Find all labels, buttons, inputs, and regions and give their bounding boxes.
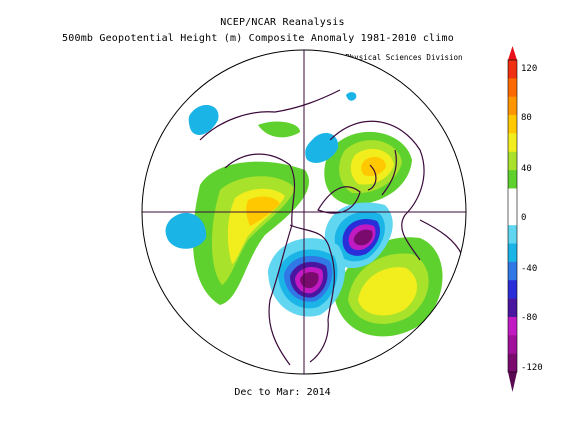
colorbar-arrow-bottom	[508, 372, 517, 392]
colorbar-swatch	[508, 60, 517, 79]
coast-siberia	[199, 89, 341, 141]
trough-pacific	[165, 92, 357, 249]
coast-north-america-west	[224, 153, 296, 366]
colorbar	[507, 46, 518, 392]
colorbar-label-40: 40	[521, 164, 532, 174]
colorbar-swatch	[508, 353, 517, 373]
colorbar-swatch	[508, 261, 517, 281]
coast-europe	[367, 149, 397, 196]
colorbar-swatch	[508, 243, 517, 263]
colorbar-swatch	[508, 280, 517, 299]
colorbar-swatch	[508, 188, 517, 208]
trough-greenland	[324, 202, 393, 269]
colorbar-label-neg80: -80	[521, 313, 538, 323]
colorbar-swatch	[508, 170, 517, 189]
title-line-1: NCEP/NCAR Reanalysis	[220, 17, 345, 28]
coastlines	[199, 89, 463, 366]
coast-eurasia	[329, 120, 425, 261]
colorbar-swatch	[508, 206, 517, 226]
colorbar-label-neg120: -120	[521, 363, 543, 373]
colorbar-swatch	[508, 133, 517, 153]
colorbar-swatch	[508, 151, 517, 171]
colorbar-label-80: 80	[521, 113, 532, 123]
colorbar-swatch	[508, 96, 517, 116]
coast-greenland	[317, 186, 361, 214]
coast-africa	[419, 219, 463, 256]
date-range: Dec to Mar: 2014	[234, 387, 331, 398]
colorbar-label-120: 120	[521, 64, 538, 74]
colorbar-swatch	[508, 78, 517, 98]
colorbar-frame	[507, 59, 518, 373]
trough-north-america	[268, 238, 346, 317]
colorbar-swatch	[508, 335, 517, 354]
map-boundary	[141, 49, 467, 375]
coast-north-america-east	[289, 224, 335, 363]
title-line-2: 500mb Geopotential Height (m) Composite …	[62, 33, 454, 44]
colorbar-label-0: 0	[521, 213, 527, 223]
colorbar-swatch	[508, 298, 517, 318]
colorbar-swatch	[508, 316, 517, 336]
colorbar-swatch	[508, 225, 517, 244]
ridge-pacific	[192, 161, 310, 305]
colorbar-arrow-top	[508, 46, 517, 60]
colorbar-swatch	[508, 115, 517, 134]
colorbar-label-neg40: -40	[521, 264, 538, 274]
credit-text: NOAA/ESRL Physical Sciences Division	[300, 53, 463, 62]
